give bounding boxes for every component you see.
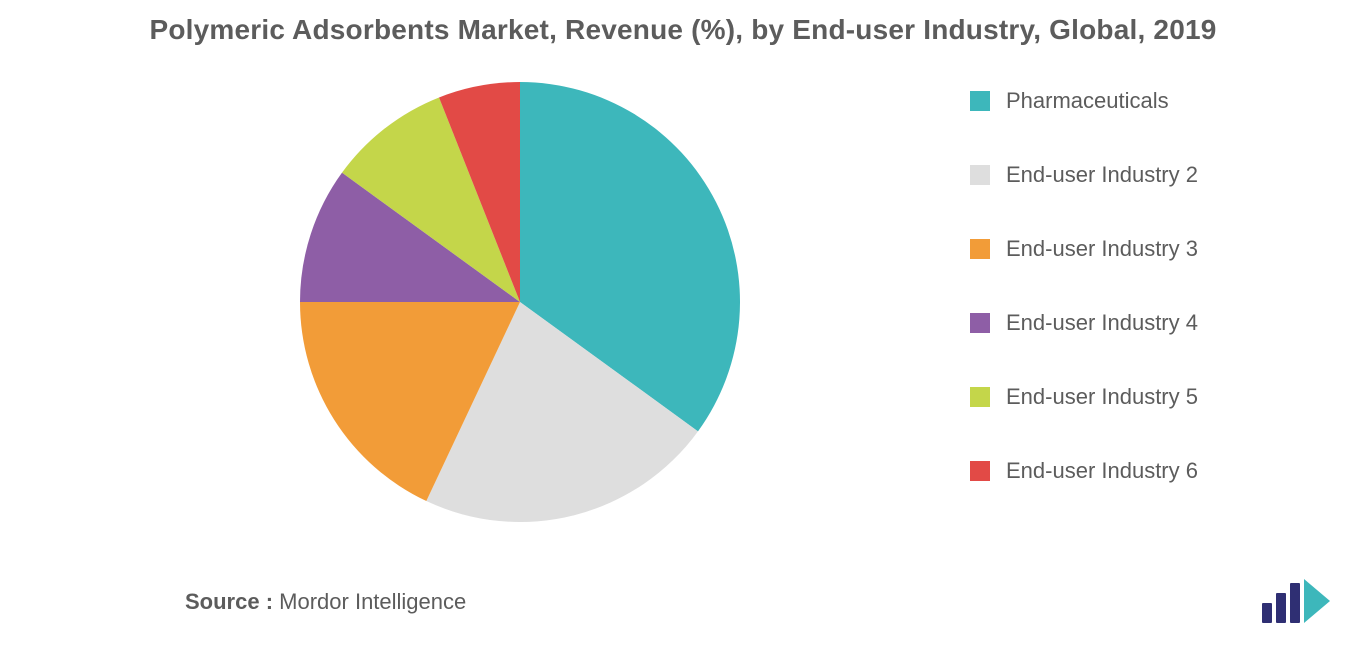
legend-item: End-user Industry 3 — [970, 236, 1330, 262]
legend-label: End-user Industry 2 — [1006, 162, 1198, 188]
legend-item: End-user Industry 4 — [970, 310, 1330, 336]
legend-label: End-user Industry 5 — [1006, 384, 1198, 410]
legend-swatch-icon — [970, 313, 990, 333]
source-value: Mordor Intelligence — [279, 589, 466, 614]
legend: Pharmaceuticals End-user Industry 2 End-us… — [970, 88, 1330, 532]
legend-item: End-user Industry 6 — [970, 458, 1330, 484]
legend-label: Pharmaceuticals — [1006, 88, 1169, 114]
legend-label: End-user Industry 4 — [1006, 310, 1198, 336]
legend-swatch-icon — [970, 165, 990, 185]
pie-chart — [300, 82, 740, 522]
pie-svg — [300, 82, 740, 522]
legend-swatch-icon — [970, 239, 990, 259]
legend-item: End-user Industry 2 — [970, 162, 1330, 188]
source-label: Source : — [185, 589, 273, 614]
chart-title: Polymeric Adsorbents Market, Revenue (%)… — [0, 14, 1366, 46]
legend-swatch-icon — [970, 461, 990, 481]
legend-label: End-user Industry 3 — [1006, 236, 1198, 262]
legend-item: Pharmaceuticals — [970, 88, 1330, 114]
legend-label: End-user Industry 6 — [1006, 458, 1198, 484]
chart-root: Polymeric Adsorbents Market, Revenue (%)… — [0, 0, 1366, 655]
legend-swatch-icon — [970, 387, 990, 407]
mordor-logo-icon — [1260, 575, 1332, 625]
legend-item: End-user Industry 5 — [970, 384, 1330, 410]
source-line: Source : Mordor Intelligence — [185, 589, 466, 615]
legend-swatch-icon — [970, 91, 990, 111]
